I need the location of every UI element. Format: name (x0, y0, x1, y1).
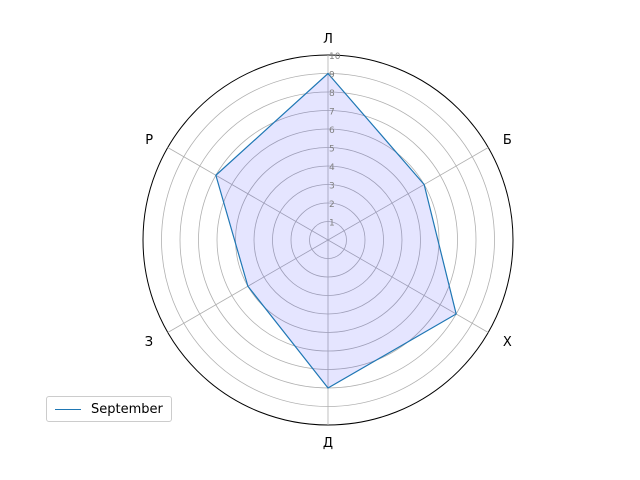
r-tick-label: 6 (329, 126, 335, 136)
category-label: Р (145, 133, 153, 148)
grid-spoke (327, 147, 489, 241)
r-tick-label: 9 (329, 71, 335, 81)
legend: September (46, 396, 172, 422)
legend-line-september (55, 408, 81, 410)
r-tick-label: 3 (329, 182, 335, 192)
r-tick-label: 4 (329, 163, 335, 173)
r-tick-label: 10 (329, 52, 341, 62)
category-label: З (145, 335, 153, 350)
grid-spoke (327, 239, 489, 333)
radar-grid (142, 54, 514, 426)
grid-spoke (167, 147, 329, 241)
category-label: Б (503, 133, 512, 148)
category-label: Л (323, 32, 333, 47)
r-tick-label: 1 (329, 219, 335, 229)
category-label: Х (503, 335, 512, 350)
category-label: Д (323, 436, 333, 451)
r-tick-label: 5 (329, 145, 335, 155)
r-tick-label: 2 (329, 200, 335, 210)
legend-label-september: September (91, 401, 163, 417)
radar-series (215, 72, 457, 389)
series-line (215, 72, 457, 389)
series-area (215, 73, 457, 388)
r-tick-label: 8 (329, 89, 335, 99)
radar-labels: 1 2 3 4 5 6 7 8 9 10 Л Б Х Д З Р (145, 32, 512, 451)
r-tick-label: 7 (329, 108, 335, 118)
